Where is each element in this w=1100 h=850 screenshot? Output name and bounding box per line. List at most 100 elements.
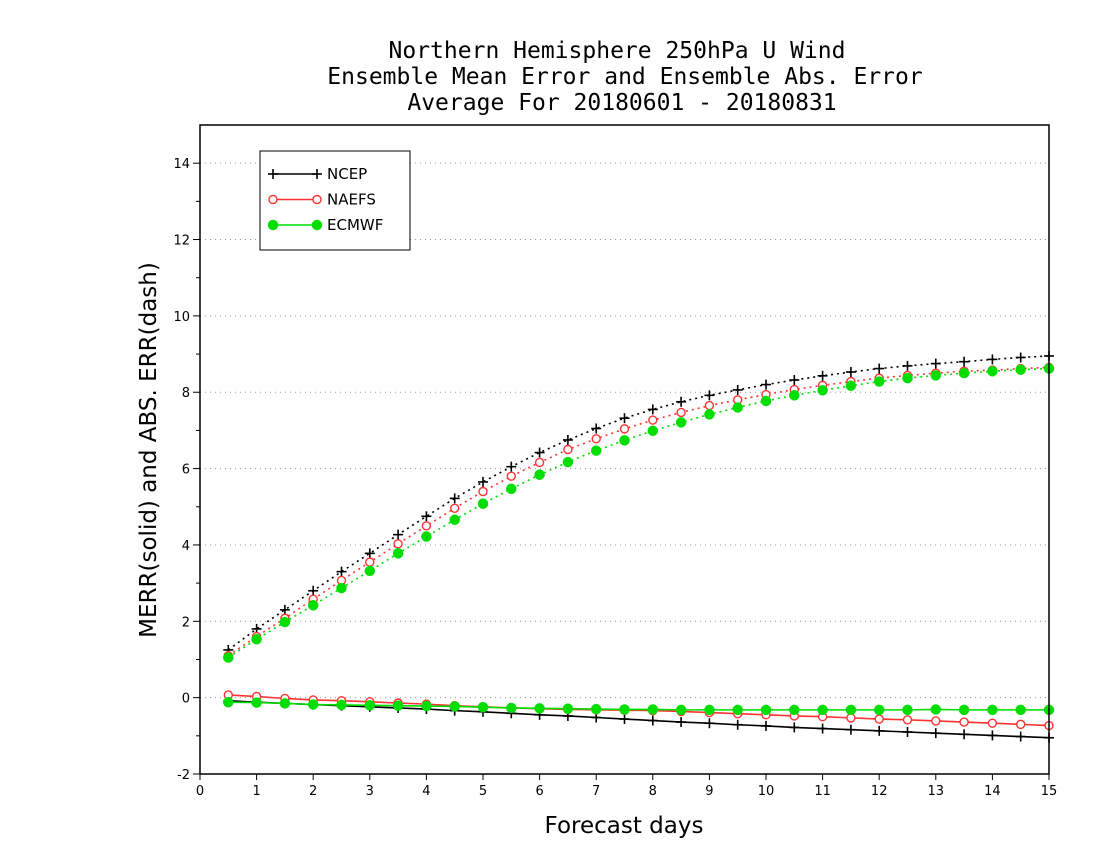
x-tick-label: 10 xyxy=(758,784,775,799)
ecmwf-merr-point xyxy=(760,704,772,716)
ecmwf-merr-point xyxy=(449,701,460,712)
ecmwf-merr-point xyxy=(364,700,376,711)
ecmwf-abs-err-point xyxy=(619,435,630,446)
ecmwf-abs-err-point xyxy=(817,385,828,396)
ncep-abs-err-point xyxy=(421,511,432,522)
legend-marker-ncep xyxy=(268,169,278,179)
naefs-abs-err-point xyxy=(393,539,403,549)
legend-marker-ncep xyxy=(312,169,322,179)
y-tick-label: 10 xyxy=(173,310,190,325)
legend-marker-naefs xyxy=(312,194,322,205)
ecmwf-merr-point xyxy=(647,704,659,715)
ecmwf-merr-point xyxy=(590,703,602,715)
ecmwf-abs-err-point xyxy=(477,498,489,509)
series-naefs xyxy=(223,362,1054,731)
ncep-abs-err-point xyxy=(789,375,800,386)
x-axis-title: Forecast days xyxy=(545,813,704,839)
ecmwf-merr-point xyxy=(958,704,970,716)
ecmwf-merr-point xyxy=(336,699,347,711)
ecmwf-abs-err-point xyxy=(279,616,291,628)
ncep-abs-err-point xyxy=(449,493,460,504)
ncep-merr-point xyxy=(959,729,970,740)
legend-marker-naefs xyxy=(268,194,278,205)
ncep-abs-err-point xyxy=(902,360,913,371)
ecmwf-merr-point xyxy=(732,704,743,716)
ncep-abs-err-point xyxy=(393,529,404,540)
naefs-abs-err-point xyxy=(534,457,545,468)
ecmwf-merr-point xyxy=(704,704,715,716)
legend-marker-ecmwf xyxy=(311,219,323,231)
x-tick-label: 9 xyxy=(705,784,713,799)
ncep-abs-err-point xyxy=(478,476,488,487)
naefs-merr-point xyxy=(902,715,913,725)
naefs-merr-line xyxy=(228,694,1050,727)
ncep-merr-point xyxy=(902,727,913,738)
ecmwf-merr-point xyxy=(223,696,234,708)
naefs-abs-err-point xyxy=(648,415,658,425)
ecmwf-abs-err-point xyxy=(307,600,319,611)
y-tick-label: -2 xyxy=(177,768,190,783)
title-line-3: Average For 20180601 - 20180831 xyxy=(407,90,836,116)
ncep-abs-err-point xyxy=(591,423,602,434)
chart-title: Northern Hemisphere 250hPa U Wind Ensemb… xyxy=(327,38,922,116)
ecmwf-abs-err-point xyxy=(449,514,460,525)
legend-label-ecmwf: ECMWF xyxy=(327,216,383,234)
ecmwf-abs-err-point xyxy=(364,565,376,577)
series-ecmwf xyxy=(223,363,1055,716)
x-tick-label: 8 xyxy=(649,784,657,799)
y-tick-label: 14 xyxy=(173,157,190,172)
naefs-abs-err-point xyxy=(450,503,460,513)
ecmwf-abs-err-point xyxy=(732,402,743,413)
ecmwf-abs-err-point xyxy=(760,395,772,407)
ncep-merr-point xyxy=(987,730,998,741)
x-tick-label: 12 xyxy=(871,784,888,799)
ncep-abs-err-point xyxy=(562,434,573,445)
legend-box xyxy=(259,150,411,251)
x-tick-label: 6 xyxy=(535,784,543,799)
y-tick-label: 0 xyxy=(182,692,190,707)
ncep-abs-err-point xyxy=(506,461,517,472)
ecmwf-abs-err-point xyxy=(336,582,347,594)
x-tick-label: 3 xyxy=(366,784,374,799)
ecmwf-merr-point xyxy=(845,704,857,716)
ncep-abs-err-point xyxy=(1015,352,1026,363)
ncep-abs-err-point xyxy=(647,404,658,415)
x-tick-label: 2 xyxy=(309,784,317,799)
ncep-merr-point xyxy=(647,715,658,726)
ecmwf-merr-point xyxy=(789,704,800,716)
ecmwf-merr-point xyxy=(251,697,262,708)
x-tick-label: 0 xyxy=(196,784,204,799)
legend-item-naefs: NAEFS xyxy=(268,191,376,209)
series-ncep xyxy=(223,350,1054,743)
ncep-abs-err-point xyxy=(959,356,970,367)
y-tick-label: 8 xyxy=(182,386,190,401)
ecmwf-abs-err-point xyxy=(590,445,602,456)
title-line-2: Ensemble Mean Error and Ensemble Abs. Er… xyxy=(327,64,922,90)
ecmwf-abs-err-point xyxy=(1015,364,1026,375)
naefs-merr-point xyxy=(1016,719,1026,730)
series-group xyxy=(223,350,1055,743)
ecmwf-abs-err-point xyxy=(562,456,574,468)
ncep-merr-point xyxy=(676,717,687,728)
x-tick-label: 15 xyxy=(1041,784,1058,799)
ncep-abs-err-point xyxy=(761,379,771,390)
ncep-abs-err-point xyxy=(534,447,545,458)
x-tick-label: 14 xyxy=(984,784,1001,799)
ecmwf-merr-point xyxy=(392,700,404,711)
title-line-1: Northern Hemisphere 250hPa U Wind xyxy=(389,38,846,64)
ecmwf-merr-point xyxy=(902,704,913,716)
ncep-abs-err-point xyxy=(704,390,715,401)
ecmwf-abs-err-point xyxy=(958,367,970,379)
naefs-abs-err-point xyxy=(619,424,630,434)
ncep-merr-point xyxy=(761,720,771,731)
ncep-merr-point xyxy=(874,725,885,736)
ncep-merr-point xyxy=(732,719,743,730)
ecmwf-abs-err-point xyxy=(223,652,234,663)
y-tick-label: 4 xyxy=(182,539,190,554)
ncep-abs-err-point xyxy=(619,413,630,424)
ecmwf-merr-point xyxy=(817,704,828,716)
ncep-merr-point xyxy=(619,714,630,725)
legend-item-ecmwf: ECMWF xyxy=(267,216,383,234)
